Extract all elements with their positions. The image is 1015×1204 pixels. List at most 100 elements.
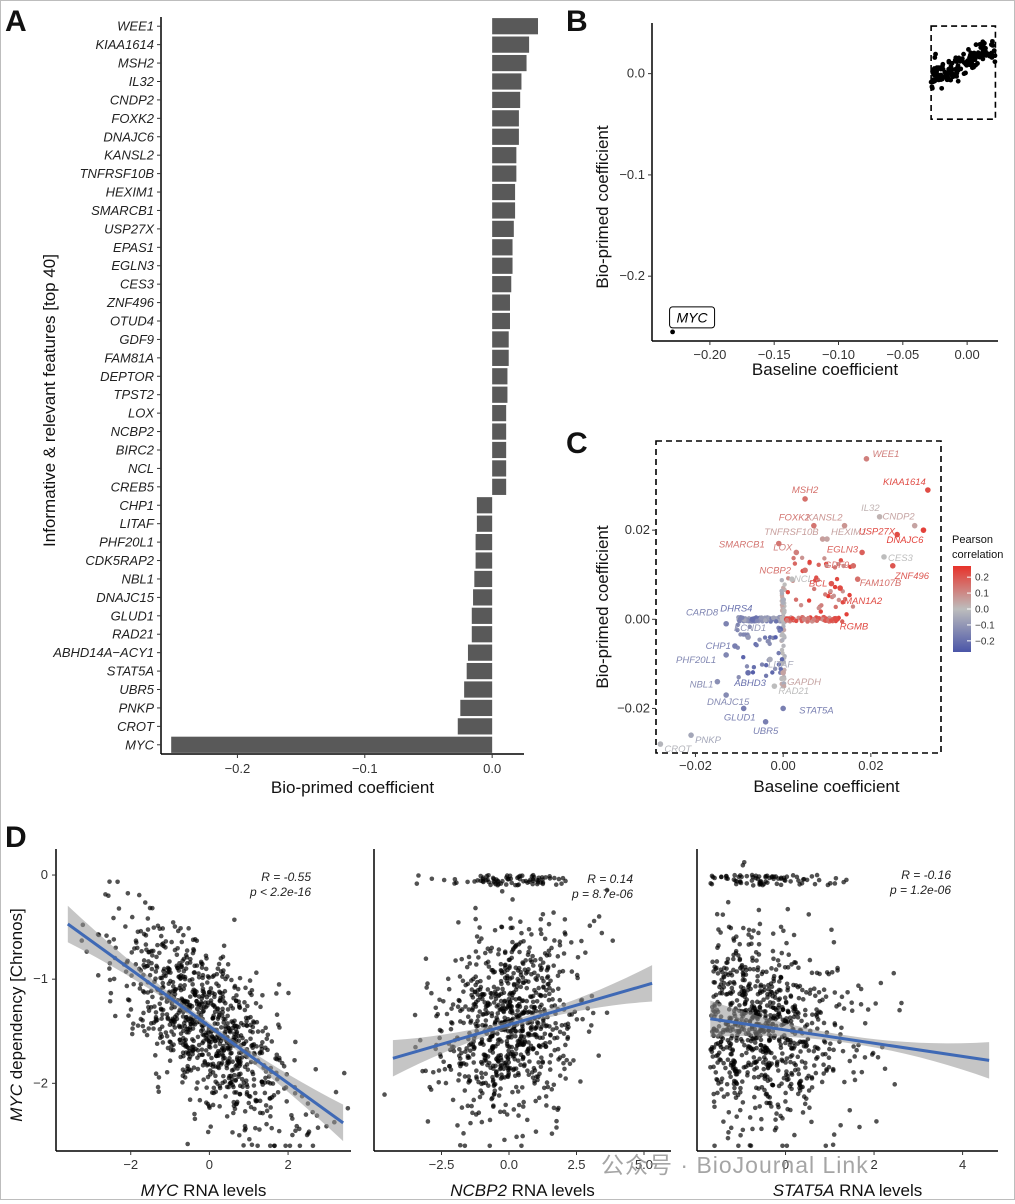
d-point [165, 1016, 171, 1022]
d-point [472, 989, 478, 995]
d-point [140, 1023, 146, 1029]
b-outlier-label-box [669, 306, 716, 329]
d-point [246, 1093, 252, 1099]
d-point [509, 955, 515, 961]
d-point [479, 1061, 485, 1066]
d-point [448, 1026, 454, 1032]
d-point [743, 991, 748, 997]
d-point [251, 1083, 257, 1088]
d-point [220, 1006, 225, 1012]
d-point [801, 876, 807, 882]
c-point [780, 600, 786, 605]
d-point [526, 979, 531, 984]
d-point [495, 1011, 501, 1016]
d-point [495, 1037, 501, 1043]
d-point [274, 991, 279, 996]
d-x-axis-title-gene: NCBP2 [450, 1181, 507, 1199]
d-point [583, 950, 588, 955]
d-point [718, 1057, 723, 1063]
d-point [140, 989, 146, 994]
d-point [769, 966, 774, 971]
d-point [505, 975, 510, 981]
d-point [263, 1075, 268, 1081]
d-point [518, 984, 524, 990]
d-point [446, 986, 452, 992]
d-point [858, 1002, 864, 1007]
d-point [452, 876, 458, 882]
d-point [509, 995, 515, 1001]
d-point [772, 1055, 777, 1060]
d-point [228, 1051, 233, 1056]
d-y-axis-title-text: dependency [Chronos] [7, 908, 26, 1084]
c-gene-label: MAN1A2 [844, 596, 883, 607]
d-point [226, 1075, 232, 1081]
c-gene-label: TNFRSF10B [764, 527, 819, 538]
d-point [791, 1040, 797, 1046]
d-point [206, 1052, 211, 1057]
d-point [208, 986, 214, 991]
c-point [801, 617, 807, 622]
d-point [849, 1000, 854, 1006]
d-point [281, 1063, 287, 1069]
c-y-tick-label: 0.02 [625, 522, 650, 537]
d-point [765, 991, 770, 997]
d-point [835, 968, 840, 973]
d-x-axis-title-gene: STAT5A [773, 1181, 835, 1199]
d-point [891, 970, 897, 976]
d-point [719, 1076, 725, 1082]
d-point [251, 1019, 256, 1024]
d-point [839, 994, 845, 1000]
d-point [166, 969, 171, 975]
c-legend-tick-label: −0.1 [975, 620, 995, 631]
d-point [756, 1074, 761, 1080]
d-point [724, 1045, 730, 1050]
d-point [502, 998, 507, 1004]
d-point [116, 906, 122, 911]
d-point [788, 1054, 794, 1059]
d-point [412, 1012, 418, 1018]
d-point [491, 1000, 497, 1005]
d-point [201, 1004, 207, 1010]
d-point [897, 1007, 902, 1013]
d-point [588, 1023, 594, 1028]
d-point [476, 1110, 482, 1115]
d-point [186, 926, 191, 931]
d-point [544, 967, 550, 973]
d-point [542, 1031, 548, 1037]
d-point [463, 982, 469, 988]
d-point [186, 1045, 191, 1051]
d-point [276, 982, 282, 987]
d-point [515, 1003, 521, 1009]
c-point [781, 684, 787, 689]
d-point [561, 1031, 567, 1036]
d-point [758, 984, 763, 989]
d-point [714, 959, 720, 964]
c-labeled-point [925, 487, 931, 493]
d-point [492, 1091, 497, 1097]
a-bar [492, 276, 512, 293]
d-point [498, 998, 504, 1004]
c-labeled-point [767, 656, 773, 663]
d-point [764, 1100, 769, 1106]
d-point [820, 997, 825, 1003]
c-point [772, 666, 778, 672]
d-point [556, 1105, 561, 1111]
d-point [476, 939, 482, 945]
d-point [226, 1084, 231, 1090]
d-point [784, 1143, 790, 1149]
d-point [852, 1077, 858, 1083]
c-gene-label: LITAF [768, 659, 794, 670]
d-point [451, 1048, 457, 1054]
d-point [831, 939, 837, 945]
b-point [939, 76, 945, 82]
d-point [425, 1119, 431, 1124]
a-bar [466, 662, 493, 680]
d-point [142, 1028, 147, 1034]
b-point [950, 74, 956, 80]
d-point [561, 1060, 566, 1066]
d-point [751, 966, 757, 972]
d-point [518, 919, 523, 924]
d-point [741, 925, 746, 931]
a-category-label: NCBP2 [111, 424, 155, 439]
